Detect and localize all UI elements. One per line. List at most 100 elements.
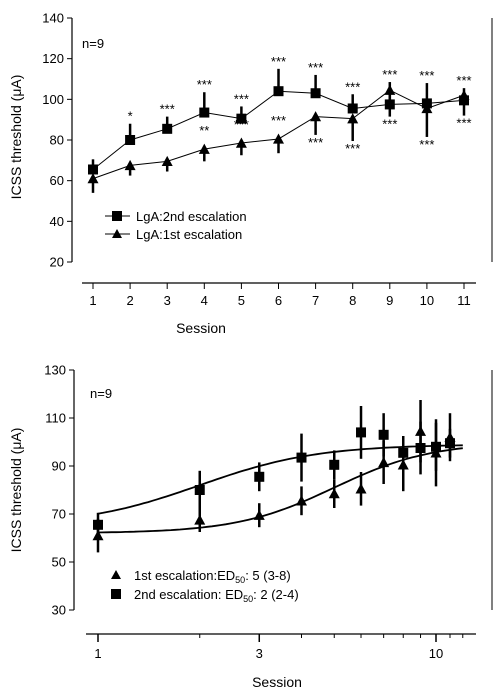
bottom-y-axis-label: ICSS threshold (μA)	[8, 428, 24, 553]
bottom-y-tick-label: 90	[52, 459, 66, 474]
legend-label-2nd-escalation-ed50: 2nd escalation: ED50: 2 (2-4)	[134, 587, 299, 604]
top-significance-label: ***	[382, 117, 397, 132]
top-significance-label: ***	[234, 117, 249, 132]
top-data-point	[347, 113, 359, 124]
top-x-tick-label: 1	[89, 293, 96, 308]
bottom-data-point	[355, 483, 367, 494]
top-significance-label: ***	[456, 73, 471, 88]
top-x-tick-label: 5	[238, 293, 245, 308]
legend-item-1st-escalation-ed50: 1st escalation:ED50: 5 (3-8)	[111, 568, 291, 585]
bottom-data-point	[254, 471, 265, 482]
bottom-data-point	[329, 459, 340, 470]
bottom-data-point	[194, 485, 205, 495]
bottom-data-point	[194, 514, 206, 525]
top-significance-label: ***	[308, 135, 323, 150]
top-legend: LgA:2nd escalation LgA:1st escalation	[105, 209, 247, 242]
top-significance-label: ***	[419, 137, 434, 152]
bottom-data-point	[431, 441, 441, 452]
bottom-fit-curve	[97, 447, 463, 534]
bottom-y-tick-label: 110	[45, 411, 66, 426]
top-data-point	[273, 133, 284, 144]
top-data-point	[273, 86, 284, 97]
top-data-point	[125, 135, 136, 145]
top-x-tick-label: 3	[164, 293, 171, 308]
bottom-data-point	[378, 429, 389, 440]
top-data-point	[235, 137, 247, 148]
top-x-tick-label: 11	[457, 293, 471, 308]
top-data-point	[236, 113, 247, 124]
top-data-point	[124, 159, 136, 171]
top-significance-label: ***	[345, 141, 360, 156]
top-y-tick-label: 60	[50, 173, 64, 188]
top-x-tick-label: 9	[386, 293, 393, 308]
bottom-legend: 1st escalation:ED50: 5 (3-8) 2nd escalat…	[111, 568, 299, 604]
bottom-data-point	[398, 447, 409, 458]
top-significance-label: **	[199, 123, 209, 138]
top-x-tick-label: 6	[275, 293, 282, 308]
bottom-x-tick-label: 3	[256, 646, 263, 661]
top-x-tick-label: 10	[420, 293, 434, 308]
legend-item-2nd-escalation: LgA:2nd escalation	[105, 209, 247, 224]
top-y-tick-label: 80	[50, 133, 64, 148]
top-significance-label: ***	[308, 60, 323, 75]
top-data-point	[88, 164, 98, 175]
top-y-tick-label: 20	[50, 255, 64, 270]
top-y-axis-label: ICSS threshold (μA)	[8, 75, 24, 200]
top-data-point	[199, 107, 210, 118]
legend-item-1st-escalation: LgA:1st escalation	[105, 227, 242, 242]
top-significance-label: ***	[419, 68, 434, 83]
legend-item-2nd-escalation-ed50: 2nd escalation: ED50: 2 (2-4)	[111, 587, 299, 604]
legend-square-marker	[112, 211, 122, 221]
top-x-tick-label: 2	[126, 293, 133, 308]
legend-label-1st-escalation: LgA:1st escalation	[136, 227, 242, 242]
bottom-fit-curve	[97, 444, 463, 515]
top-y-tick-label: 40	[50, 214, 64, 229]
legend-triangle-marker	[112, 229, 122, 238]
top-data-point	[198, 143, 210, 154]
top-n-annotation: n=9	[82, 36, 104, 51]
legend-label-2nd-escalation: LgA:2nd escalation	[136, 209, 247, 224]
top-data-point	[161, 155, 173, 167]
top-data-point	[310, 111, 322, 122]
top-significance-label: ***	[456, 116, 471, 131]
top-x-tick-label: 8	[349, 293, 356, 308]
top-data-point	[162, 123, 173, 134]
legend-triangle-marker	[111, 570, 121, 579]
bottom-y-tick-label: 30	[52, 603, 66, 618]
bottom-data-point	[253, 509, 265, 520]
bottom-x-tick-label: 10	[429, 646, 443, 661]
legend-label-1st-escalation-ed50: 1st escalation:ED50: 5 (3-8)	[134, 568, 291, 585]
top-x-tick-label: 4	[201, 293, 208, 308]
top-significance-label: ***	[345, 79, 360, 94]
top-data-point	[421, 102, 433, 114]
top-significance-label: ***	[382, 67, 397, 82]
bottom-data-point	[356, 427, 367, 438]
bottom-data-point	[295, 495, 307, 506]
top-x-tick-label: 7	[312, 293, 319, 308]
bottom-data-point	[378, 456, 390, 468]
top-y-tick-label: 140	[42, 11, 64, 26]
top-significance-label: *	[128, 109, 133, 124]
bottom-data-point	[328, 488, 340, 499]
bottom-y-tick-label: 70	[52, 507, 66, 522]
top-y-tick-label: 120	[42, 51, 64, 66]
top-significance-label: ***	[234, 91, 249, 106]
top-significance-label: ***	[271, 113, 286, 128]
top-series-line	[92, 90, 465, 170]
top-data-point	[458, 89, 470, 100]
top-data-point	[87, 173, 99, 184]
top-panel: n=9 Session ICSS threshold (μA) LgA:2nd …	[8, 11, 476, 336]
top-x-axis-label: Session	[176, 320, 226, 336]
top-significance-label: ***	[197, 77, 212, 92]
bottom-y-tick-label: 50	[52, 555, 66, 570]
bottom-y-tick-label: 130	[44, 363, 66, 378]
bottom-x-tick-label: 1	[94, 646, 101, 661]
top-significance-label: ***	[160, 102, 175, 117]
bottom-data-point	[415, 443, 426, 453]
bottom-x-axis-label: Session	[252, 674, 302, 690]
bottom-panel: n=9 Session ICSS threshold (μA) 1st esca…	[8, 363, 476, 690]
bottom-n-annotation: n=9	[90, 386, 112, 401]
top-data-point	[310, 88, 321, 99]
top-data-point	[347, 103, 358, 114]
